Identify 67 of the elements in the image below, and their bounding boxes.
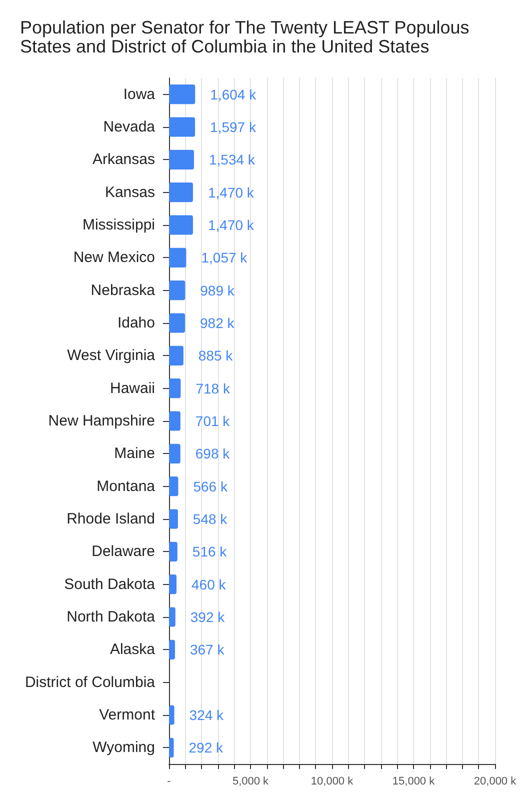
data-label: 1,470 k [208, 217, 255, 233]
bar [169, 476, 178, 496]
y-tick-label: Iowa [123, 86, 156, 103]
x-tick-label: 20,000 k [474, 776, 517, 788]
data-label: 1,604 k [210, 86, 258, 102]
y-tick-label: New Mexico [73, 249, 155, 266]
data-label: 1,597 k [210, 119, 257, 135]
bar [169, 705, 174, 725]
data-label: 989 k [200, 282, 236, 298]
y-tick-label: Alaska [110, 641, 156, 658]
bar [169, 607, 176, 627]
chart-title: Population per Senator for The Twenty LEAST Populous States and District of Columbia in the United States [20, 18, 474, 56]
y-tick-label: Mississippi [82, 216, 155, 234]
data-label: 324 k [189, 707, 225, 723]
y-tick-label: Rhode Island [66, 510, 155, 528]
y-tick-label: North Dakota [66, 608, 156, 626]
data-label: 460 k [192, 576, 227, 592]
y-tick-label: West Virginia [67, 347, 156, 364]
bar [169, 313, 186, 333]
x-tick-label: 10,000 k [310, 776, 354, 788]
bar [169, 248, 186, 268]
data-label: 698 k [195, 446, 231, 462]
y-tick-label: Montana [96, 478, 156, 495]
data-label: 292 k [188, 740, 224, 756]
bar [169, 444, 180, 464]
bar [169, 640, 175, 660]
y-tick-label: Wyoming [92, 739, 155, 756]
y-tick-label: District of Columbia [24, 674, 156, 691]
bar [169, 509, 178, 529]
data-label: 1,057 k [201, 250, 248, 266]
bar [169, 150, 194, 170]
y-tick-label: Nebraska [90, 282, 156, 299]
y-tick-label: South Dakota [64, 576, 156, 593]
data-label: 718 k [196, 380, 231, 396]
data-label: 566 k [193, 478, 228, 494]
x-tick-label: - [167, 776, 172, 788]
bar [169, 738, 174, 758]
data-label: 516 k [192, 544, 228, 560]
data-label: 367 k [190, 642, 226, 658]
x-tick-label: 15,000 k [392, 776, 436, 788]
x-tick-label: 5,000 k [232, 776, 270, 788]
y-tick-label: Nevada [103, 118, 156, 136]
y-tick-label: Maine [114, 445, 155, 462]
bar [169, 411, 180, 431]
data-label: 392 k [190, 609, 226, 625]
y-tick-label: New Hampshire [48, 412, 155, 430]
bar [169, 574, 176, 594]
data-label: 1,470 k [208, 184, 255, 200]
bar [169, 117, 196, 137]
bar [169, 84, 196, 104]
data-label: 885 k [198, 348, 234, 364]
data-label: 982 k [200, 315, 236, 331]
bar [169, 346, 184, 366]
data-label: 1,534 k [209, 152, 256, 168]
y-tick-label: Arkansas [92, 151, 155, 168]
data-label: 548 k [192, 511, 228, 527]
bar [169, 378, 181, 398]
bar [169, 215, 193, 235]
bar [169, 182, 193, 202]
y-tick-label: Kansas [104, 184, 155, 201]
y-tick-label: Vermont [99, 706, 156, 724]
y-tick-label: Idaho [117, 314, 155, 332]
data-label: 701 k [195, 413, 231, 429]
y-tick-label: Delaware [92, 543, 155, 560]
bar [169, 542, 178, 562]
y-tick-label: Hawaii [110, 380, 155, 397]
bar [169, 280, 186, 300]
